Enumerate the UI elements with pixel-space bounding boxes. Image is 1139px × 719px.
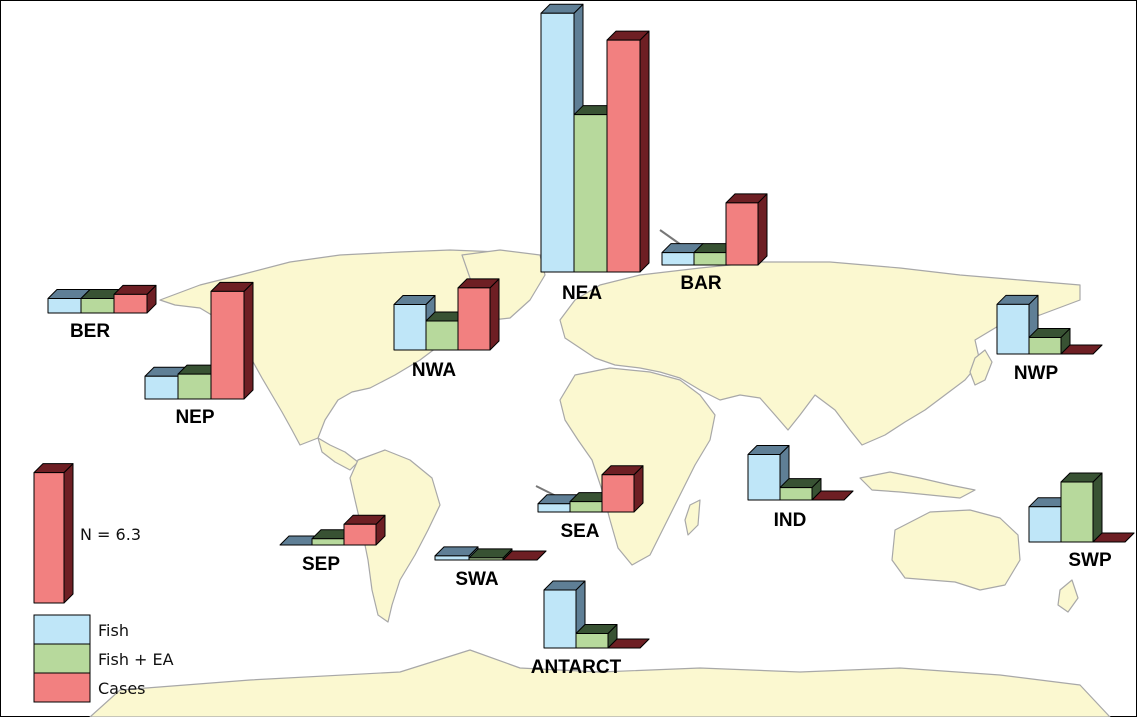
legend-swatch-cases (33, 672, 91, 703)
region-label-nea: NEA (562, 283, 602, 304)
bar-nea-cases-front (606, 39, 641, 273)
bar-ind-fish-front (747, 453, 781, 501)
bar-nep-cases-side (243, 281, 254, 400)
eurasia-land (559, 261, 1081, 446)
bar-nwp-fish-front (996, 303, 1030, 355)
region-group-sep: SEP (279, 514, 386, 575)
legend-swatch-fish (33, 614, 91, 645)
legend-label-fish: Fish (98, 621, 129, 640)
region-label-nwa: NWA (412, 360, 457, 381)
bar-nwa-fish-ea-front (425, 320, 459, 351)
bar-nea-fish-front (540, 12, 575, 273)
bar-swp-cases-top (1092, 532, 1135, 543)
bar-bar-cases-front (725, 202, 759, 266)
region-label-ind: IND (774, 510, 807, 531)
bar-ber-fish-ea-front (80, 298, 115, 314)
region-group-nwp: NWP (996, 294, 1103, 384)
region-group-nep: NEP (144, 281, 254, 428)
region-group-nea: NEA (540, 3, 650, 304)
region-group-nwa: NWA (393, 278, 500, 381)
bar-nwa-cases-side (489, 278, 500, 351)
region-bar-groups: NEA BAR BER NEP NWA NWP SEA IND SEP SWA SWP ANTARCT (47, 3, 1135, 678)
legend-swatch-fish-ea (33, 643, 91, 674)
bar-sea-fish-ea-front (569, 501, 603, 513)
antarctica-land (89, 649, 1111, 717)
central-america-land (317, 437, 359, 471)
bar-sep-cases-front (343, 523, 377, 546)
bar-swp-fish-ea-side (1092, 472, 1103, 543)
bar-nep-fish-front (144, 375, 179, 400)
region-label-sep: SEP (302, 554, 340, 575)
bar-nea-cases-side (639, 30, 650, 273)
bar-ind-cases-top (811, 490, 854, 501)
region-label-antarct: ANTARCT (531, 657, 622, 678)
australia-land (891, 509, 1021, 591)
bar-nea-fish-ea-front (573, 114, 608, 273)
bar-bar-fish-ea-front (693, 252, 727, 266)
indonesia-land (859, 471, 976, 499)
region-label-ber: BER (70, 321, 110, 342)
legend-scale-bar (33, 463, 74, 604)
bar-ber-cases-front (113, 293, 148, 314)
bar-nwp-cases-top (1060, 344, 1103, 355)
legend-scale-front (33, 472, 65, 604)
region-label-bar: BAR (680, 273, 721, 294)
japan-land (969, 349, 993, 386)
region-group-sea: SEA (535, 465, 644, 542)
madagascar-land (684, 499, 701, 536)
bar-antarct-fish-ea-front (575, 633, 609, 649)
region-group-ind: IND (747, 444, 854, 531)
bar-nwa-cases-front (457, 287, 491, 351)
region-group-antarct: ANTARCT (531, 580, 650, 678)
bar-sea-fish-front (537, 503, 571, 513)
bar-nwp-fish-ea-front (1028, 336, 1062, 355)
bar-bar-fish-front (661, 252, 695, 266)
bar-nep-cases-front (210, 290, 245, 400)
bar-swa-fish-ea-front (468, 557, 504, 561)
legend-scale-label: N = 6.3 (80, 525, 141, 544)
bar-antarct-fish-front (543, 589, 577, 649)
bar-nep-fish-ea-front (177, 373, 212, 400)
bar-bar-cases-side (757, 193, 768, 266)
legend-label-cases: Cases (98, 679, 146, 698)
region-group-bar: BAR (659, 193, 768, 294)
bar-swa-cases-top (502, 550, 547, 561)
region-label-nep: NEP (175, 407, 214, 428)
new-zealand-land (1057, 579, 1079, 613)
bar-ind-fish-ea-front (779, 487, 813, 501)
legend-scale-side (63, 463, 74, 604)
region-label-nwp: NWP (1014, 363, 1059, 384)
region-label-sea: SEA (560, 521, 599, 542)
region-label-swa: SWA (455, 569, 499, 590)
region-group-ber: BER (47, 284, 157, 342)
bar-nwa-fish-front (393, 303, 427, 351)
legend: N = 6.3 Fish Fish + EA Cases (33, 463, 174, 703)
bar-swp-fish-front (1028, 506, 1062, 543)
bar-sea-cases-front (601, 474, 635, 513)
region-label-swp: SWP (1068, 550, 1112, 571)
region-group-swa: SWA (434, 546, 547, 590)
region-group-swp: SWP (1028, 472, 1135, 571)
bar-sep-fish-ea-front (311, 538, 345, 546)
legend-label-fish-ea: Fish + EA (98, 650, 174, 669)
bar-swa-fish-front (434, 555, 470, 561)
bar-antarct-cases-top (607, 638, 650, 649)
bar-swp-fish-ea-front (1060, 481, 1094, 543)
bar-ber-fish-front (47, 298, 82, 314)
